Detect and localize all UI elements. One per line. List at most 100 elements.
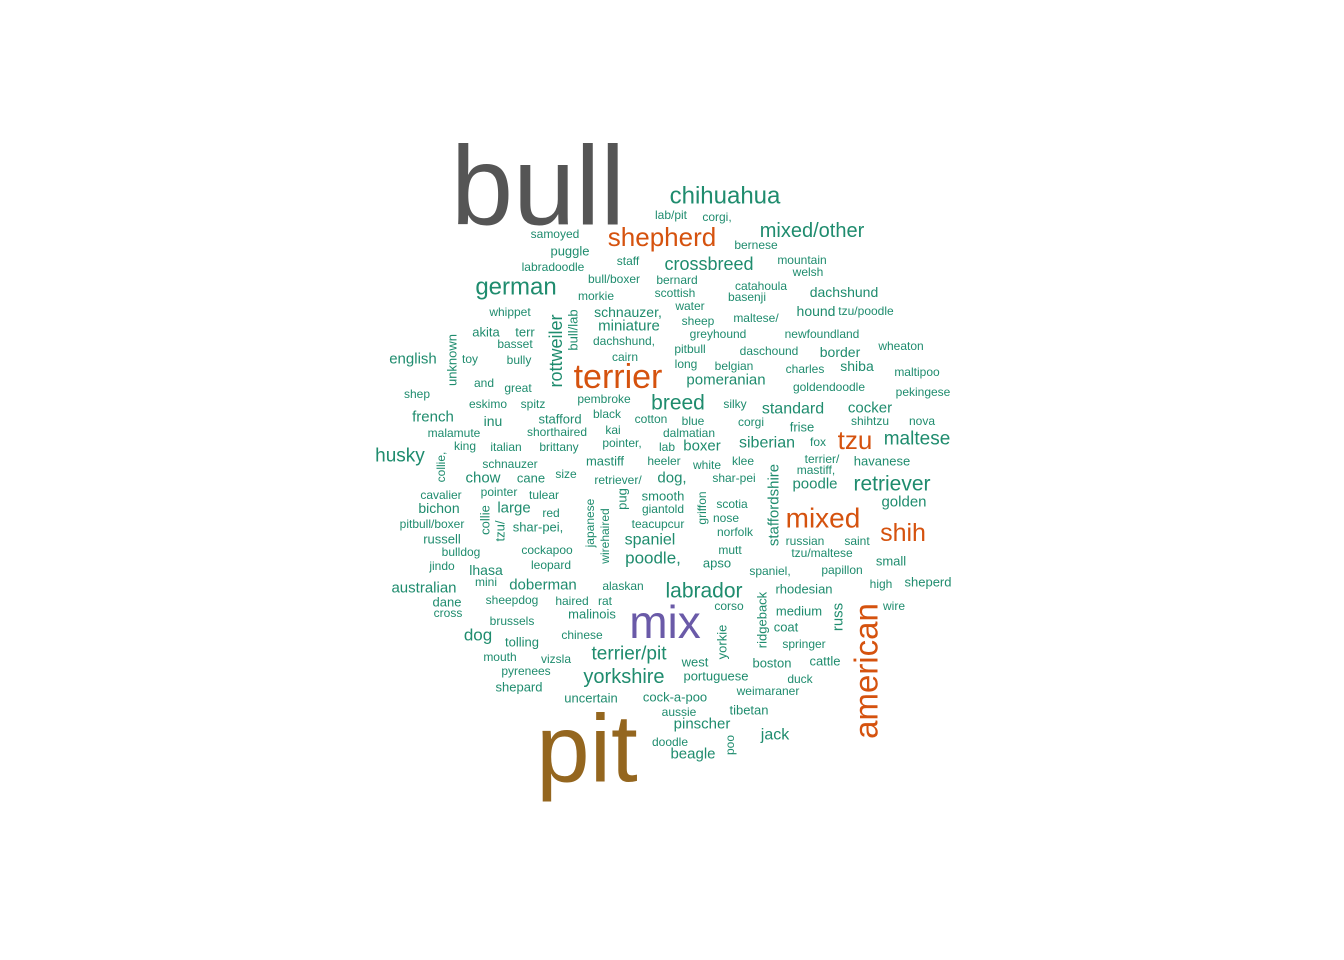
word-tzu: tzu: [838, 425, 873, 455]
word-sheperd: sheperd: [905, 575, 952, 590]
word-lhasa: lhasa: [469, 562, 503, 578]
word-russ: russ: [830, 603, 847, 631]
word-rat: rat: [598, 594, 613, 608]
word-wire: wire: [882, 599, 905, 613]
word-crossbreed: crossbreed: [664, 254, 753, 274]
word-inu: inu: [484, 413, 503, 429]
word-poo: poo: [723, 735, 737, 755]
word-shiba: shiba: [840, 358, 874, 374]
word-heeler: heeler: [647, 454, 680, 468]
word-spitz: spitz: [521, 397, 546, 411]
word-pyrenees: pyrenees: [501, 664, 550, 678]
word-jack: jack: [760, 727, 790, 744]
word-saint: saint: [844, 534, 870, 548]
word-shar-pei: shar-pei,: [513, 520, 564, 535]
word-shih: shih: [880, 519, 926, 547]
word-morkie: morkie: [578, 289, 614, 303]
word-black: black: [593, 407, 622, 421]
word-cane: cane: [517, 471, 545, 486]
word-lab: lab: [659, 440, 675, 454]
word-toy: toy: [462, 352, 478, 366]
word-scotia: scotia: [716, 497, 748, 511]
word-alaskan: alaskan: [602, 579, 643, 593]
word-water: water: [674, 299, 704, 313]
word-dog: dog,: [657, 470, 686, 487]
word-norfolk: norfolk: [717, 525, 754, 539]
word-doberman: doberman: [509, 577, 577, 594]
word-eskimo: eskimo: [469, 397, 507, 411]
word-poodle: poodle: [792, 476, 837, 493]
word-bull-lab: bull/lab: [566, 309, 581, 350]
word-tibetan: tibetan: [729, 703, 768, 718]
word-mix: mix: [629, 596, 701, 648]
word-terr: terr: [515, 325, 535, 340]
word-breed: breed: [651, 392, 705, 415]
word-shar-pei: shar-pei: [712, 471, 755, 485]
word-chihuahua: chihuahua: [670, 183, 781, 210]
word-shepard: shepard: [496, 680, 543, 695]
word-boxer: boxer: [683, 438, 721, 455]
word-brittany: brittany: [539, 440, 578, 454]
word-pitbull: pitbull: [674, 342, 705, 356]
word-english: english: [389, 351, 437, 368]
word-collie: collie: [478, 505, 493, 535]
word-king: king: [454, 439, 476, 453]
word-hound: hound: [797, 303, 836, 319]
word-shep: shep: [404, 387, 430, 401]
word-bull-boxer: bull/boxer: [588, 272, 640, 286]
word-daschound: daschound: [740, 344, 799, 358]
word-pomeranian: pomeranian: [686, 372, 765, 389]
word-german: german: [475, 274, 556, 301]
word-doodle: doodle: [652, 735, 688, 749]
word-scottish: scottish: [655, 286, 696, 300]
word-cotton: cotton: [635, 412, 668, 426]
word-cavalier: cavalier: [420, 488, 461, 502]
word-newfoundland: newfoundland: [785, 327, 860, 341]
word-maltipoo: maltipoo: [894, 365, 940, 379]
word-brussels: brussels: [490, 614, 535, 628]
word-cockapoo: cockapoo: [521, 543, 573, 557]
word-jindo: jindo: [428, 559, 455, 573]
word-cocker: cocker: [848, 400, 892, 417]
word-husky: husky: [375, 446, 425, 467]
word-rhodesian: rhodesian: [775, 582, 832, 597]
word-bulldog: bulldog: [442, 545, 481, 559]
word-yorkie: yorkie: [715, 625, 730, 660]
word-small: small: [876, 554, 906, 569]
word-weimaraner: weimaraner: [736, 684, 800, 698]
word-white: white: [692, 458, 721, 472]
word-italian: italian: [490, 440, 521, 454]
word-corgi: corgi,: [702, 210, 731, 224]
word-goldendoodle: goldendoodle: [793, 380, 865, 394]
word-pointer: pointer: [481, 485, 518, 499]
word-dane: dane: [433, 595, 462, 610]
word-havanese: havanese: [854, 454, 910, 469]
word-rottweiler: rottweiler: [546, 314, 566, 387]
word-belgian: belgian: [715, 359, 754, 373]
word-tolling: tolling: [505, 635, 539, 650]
word-maltese: maltese: [884, 429, 951, 450]
word-retriever: retriever/: [594, 473, 642, 487]
word-apso: apso: [703, 556, 731, 571]
word-uncertain: uncertain: [564, 691, 617, 706]
word-long: long: [675, 357, 698, 371]
word-portuguese: portuguese: [683, 669, 748, 684]
word-border: border: [820, 344, 861, 360]
word-basset: basset: [497, 337, 533, 351]
word-siberian: siberian: [739, 435, 795, 452]
word-whippet: whippet: [488, 305, 531, 319]
word-shepherd: shepherd: [608, 222, 716, 252]
word-sheep: sheep: [682, 314, 715, 328]
word-coat: coat: [774, 620, 799, 635]
word-size: size: [555, 467, 577, 481]
word-mini: mini: [475, 575, 497, 589]
word-dachshund: dachshund,: [593, 334, 655, 348]
word-teacupcur: teacupcur: [632, 517, 685, 531]
word-chinese: chinese: [561, 628, 603, 642]
word-terrier: terrier: [574, 358, 663, 396]
word-catahoula: catahoula: [735, 279, 787, 293]
word-charles: charles: [786, 362, 825, 376]
word-bernese: bernese: [734, 238, 778, 252]
word-staffordshire: staffordshire: [766, 464, 783, 546]
word-retriever: retriever: [853, 473, 930, 496]
